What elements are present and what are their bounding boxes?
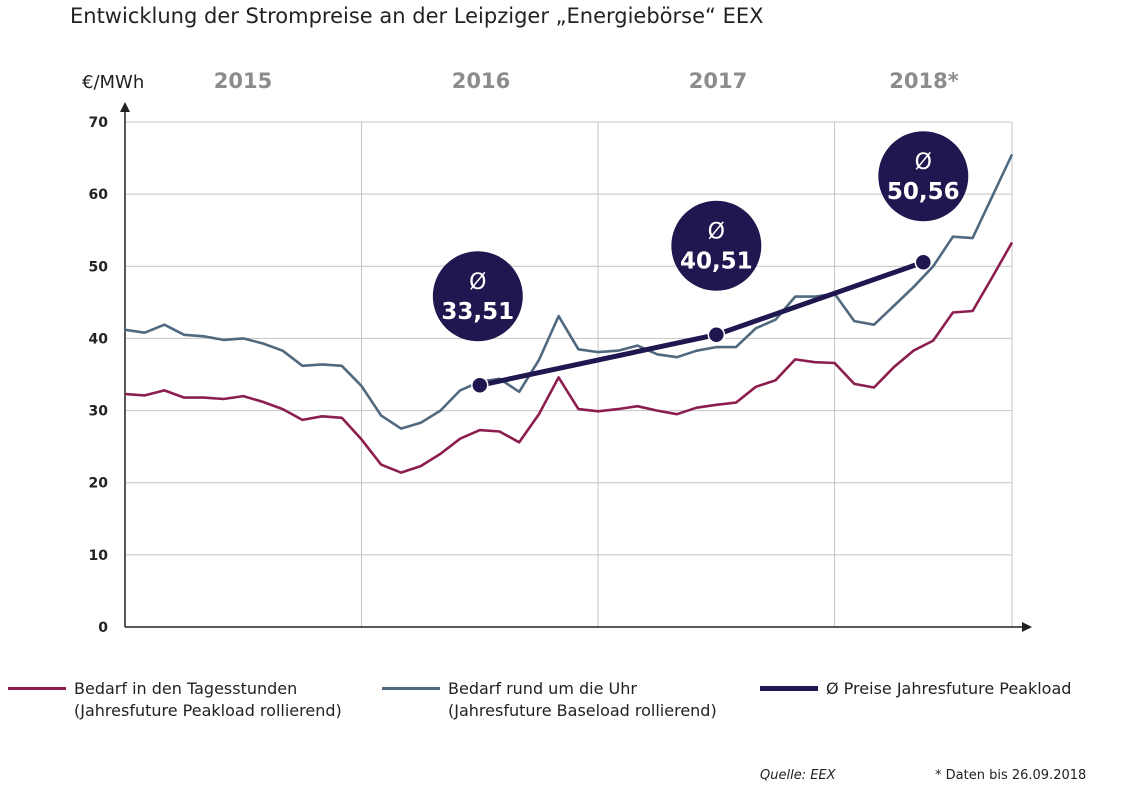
x-axis-arrow-icon: [1022, 622, 1032, 632]
y-tick-label: 10: [89, 548, 109, 564]
y-tick-label: 50: [89, 259, 109, 275]
legend-swatch: [8, 687, 66, 690]
legend-label: Ø Preise Jahresfuture Peakload: [826, 679, 1072, 698]
y-tick-label: 30: [89, 404, 109, 420]
legend-item-average: Ø Preise Jahresfuture Peakload: [760, 678, 1071, 700]
chart-title: Entwicklung der Strompreise an der Leipz…: [70, 4, 764, 28]
y-tick-label: 0: [98, 620, 108, 636]
average-value-label: 33,51: [441, 299, 514, 325]
average-value-label: 40,51: [680, 249, 753, 275]
footnote: * Daten bis 26.09.2018: [935, 768, 1087, 783]
y-tick-label: 20: [89, 476, 109, 492]
legend-swatch: [760, 686, 818, 691]
legend-item-peakload: Bedarf in den Tagesstunden (Jahresfuture …: [8, 678, 342, 722]
average-bubble: [878, 131, 969, 222]
average-point: [471, 376, 489, 394]
y-axis-arrow-icon: [120, 102, 130, 112]
y-axis-label: €/MWh: [82, 72, 144, 93]
year-label: 2017: [689, 69, 747, 93]
year-label: 2018*: [889, 69, 958, 93]
year-label: 2015: [214, 69, 272, 93]
y-tick-label: 70: [89, 115, 109, 131]
source-note: Quelle: EEX: [760, 768, 836, 783]
average-bubble: [432, 251, 523, 342]
legend-sublabel: (Jahresfuture Peakload rollierend): [74, 701, 342, 720]
y-tick-label: 40: [89, 331, 109, 347]
average-point: [707, 325, 726, 344]
y-tick-label: 60: [89, 187, 109, 203]
average-bubble: [671, 200, 762, 291]
legend-label: Bedarf in den Tagesstunden: [74, 679, 298, 698]
average-symbol: Ø: [915, 150, 932, 175]
year-label: 2016: [452, 69, 510, 93]
average-symbol: Ø: [469, 270, 486, 295]
legend-swatch: [382, 687, 440, 690]
series-line-peakload: [124, 241, 1014, 474]
legend-item-baseload: Bedarf rund um die Uhr (Jahresfuture Base…: [382, 678, 717, 722]
average-point: [914, 253, 933, 271]
average-value-label: 50,56: [887, 179, 960, 205]
average-symbol: Ø: [708, 220, 725, 245]
series-line-baseload: [124, 153, 1014, 430]
legend-sublabel: (Jahresfuture Baseload rollierend): [448, 701, 717, 720]
legend-label: Bedarf rund um die Uhr: [448, 679, 637, 698]
